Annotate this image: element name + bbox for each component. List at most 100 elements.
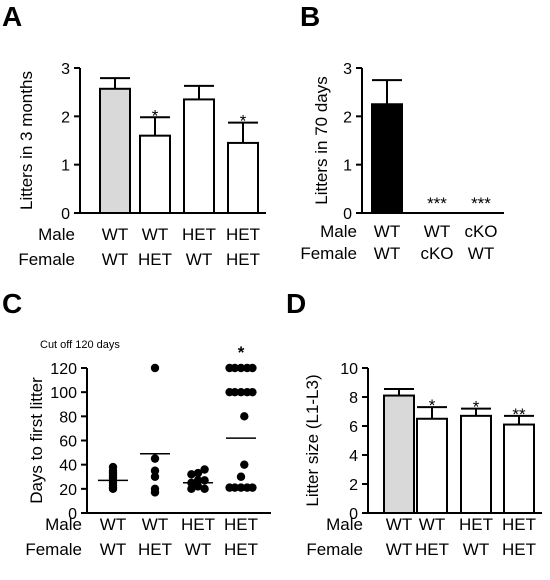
panel-letter: B — [300, 1, 320, 32]
y-tick-label: 120 — [50, 361, 77, 378]
bar — [183, 98, 215, 214]
row-label-male: Male — [326, 515, 363, 534]
y-tick-label: 1 — [343, 158, 352, 175]
significance-marker: * — [240, 112, 247, 131]
female-genotype-label: WT — [185, 540, 211, 559]
y-tick-label: 0 — [343, 206, 352, 223]
data-point — [236, 472, 246, 481]
significance-marker: * — [238, 343, 245, 362]
data-point — [150, 454, 160, 463]
significance-marker: * — [473, 398, 480, 417]
data-point — [150, 363, 160, 373]
data-point — [236, 387, 246, 397]
y-tick-label: 2 — [61, 109, 70, 126]
bar — [227, 141, 259, 215]
y-axis-label: Litters in 70 days — [312, 76, 331, 205]
male-genotype-label: WT — [386, 515, 412, 534]
y-tick-label: 4 — [349, 448, 358, 465]
bar — [383, 394, 415, 514]
y-tick-label: 2 — [349, 477, 358, 494]
row-label-female: Female — [300, 244, 357, 263]
data-point — [236, 483, 246, 492]
significance-marker: ** — [512, 405, 526, 424]
female-genotype-label: WT — [463, 540, 489, 559]
bar — [99, 87, 131, 214]
data-point — [248, 363, 257, 373]
male-genotype-label: HET — [459, 515, 493, 534]
cutoff-note: Cut off 120 days — [40, 339, 120, 351]
y-axis-label: Litters in 3 months — [17, 71, 36, 210]
male-genotype-label: WT — [424, 222, 450, 241]
male-genotype-label: WT — [419, 515, 445, 534]
data-point — [240, 412, 249, 421]
female-genotype-label: HET — [502, 540, 536, 559]
data-point — [150, 472, 160, 481]
bar — [503, 423, 535, 514]
data-point — [248, 387, 257, 397]
data-point — [187, 470, 196, 479]
panel-letter: A — [2, 1, 22, 32]
y-axis-label: Days to first litter — [27, 377, 46, 504]
male-genotype-label: HET — [181, 515, 215, 534]
female-genotype-label: HET — [224, 540, 258, 559]
data-point — [236, 363, 246, 373]
significance-marker: *** — [427, 194, 447, 213]
female-genotype-label: WT — [186, 250, 212, 269]
data-point — [248, 483, 257, 492]
male-genotype-label: HET — [226, 225, 260, 244]
data-point — [193, 482, 203, 491]
y-tick-label: 1 — [61, 158, 70, 175]
data-point — [230, 483, 240, 492]
y-tick-label: 0 — [68, 506, 77, 523]
female-genotype-label: HET — [138, 250, 172, 269]
bar — [371, 103, 403, 214]
significance-marker: * — [429, 396, 436, 415]
panel-d: D 0 2 4 6 8 10 Litter size (L1-L3)Male Female WT… — [286, 288, 542, 559]
data-point — [230, 363, 240, 373]
y-tick-label: 6 — [349, 419, 358, 436]
y-tick-label: 8 — [349, 390, 358, 407]
y-tick-label: 0 — [61, 206, 70, 223]
male-genotype-label: WT — [142, 225, 168, 244]
data-point — [200, 465, 209, 474]
row-label-male: Male — [320, 222, 357, 241]
data-point — [150, 488, 160, 497]
male-genotype-label: HET — [182, 225, 216, 244]
y-tick-label: 60 — [59, 434, 77, 451]
row-label-male: Male — [45, 515, 82, 534]
row-label-male: Male — [38, 225, 75, 244]
female-genotype-label: WT — [100, 540, 126, 559]
data-point — [187, 484, 196, 494]
male-genotype-label: WT — [374, 222, 400, 241]
male-genotype-label: cKO — [464, 222, 497, 241]
y-tick-label: 10 — [340, 361, 358, 378]
y-tick-label: 0 — [349, 506, 358, 523]
y-tick-label: 3 — [343, 61, 352, 78]
female-genotype-label: WT — [386, 540, 412, 559]
y-axis-label: Litter size (L1-L3) — [303, 374, 322, 506]
female-genotype-label: cKO — [420, 244, 453, 263]
y-tick-label: 40 — [59, 458, 77, 475]
y-tick-label: 20 — [59, 482, 77, 499]
male-genotype-label: HET — [502, 515, 536, 534]
panel-letter: C — [2, 288, 22, 319]
female-genotype-label: HET — [415, 540, 449, 559]
y-tick-label: 2 — [343, 109, 352, 126]
female-genotype-label: WT — [468, 244, 494, 263]
row-label-female: Female — [306, 540, 363, 559]
data-point — [108, 462, 118, 472]
y-tick-label: 80 — [59, 409, 77, 426]
male-genotype-label: HET — [224, 515, 258, 534]
bar — [139, 134, 171, 215]
data-point — [230, 387, 240, 397]
female-genotype-label: WT — [102, 250, 128, 269]
data-point — [200, 484, 209, 494]
bar — [460, 414, 492, 515]
female-genotype-label: HET — [138, 540, 172, 559]
significance-marker: *** — [471, 194, 491, 213]
data-point — [240, 460, 249, 469]
male-genotype-label: WT — [142, 515, 168, 534]
